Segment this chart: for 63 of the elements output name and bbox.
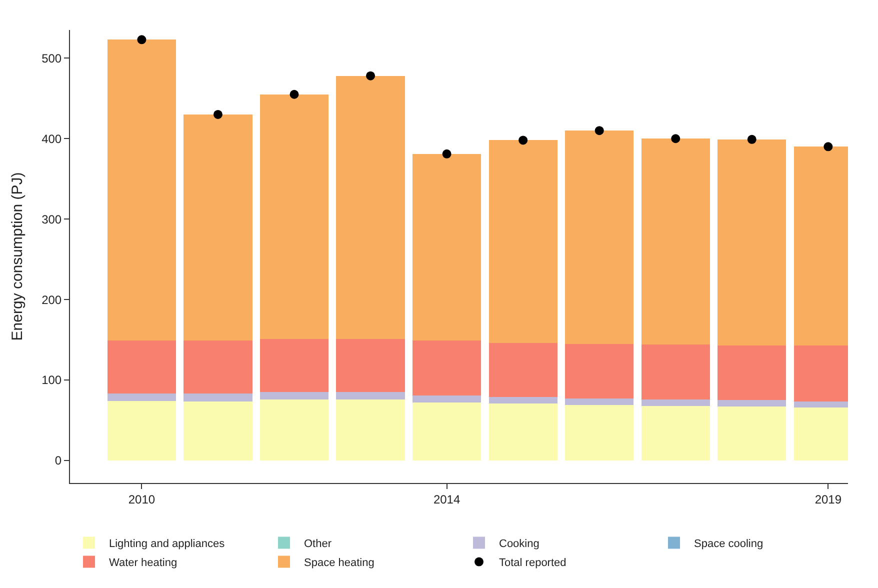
x-tick-label: 2010	[128, 492, 156, 506]
bar	[488, 343, 558, 397]
legend-label: Lighting and appliances	[109, 538, 226, 550]
bar	[412, 395, 482, 403]
bar	[336, 399, 405, 460]
x-tick-label: 2019	[814, 492, 842, 506]
bar	[718, 400, 786, 407]
bar	[184, 340, 252, 394]
legend-label: Water heating	[109, 557, 178, 570]
bar	[488, 140, 558, 343]
y-tick-label: 200	[42, 292, 62, 307]
bar	[336, 338, 405, 392]
point	[366, 71, 376, 80]
bar	[488, 396, 558, 404]
legend-label: Space cooling	[694, 538, 764, 550]
point	[518, 136, 528, 145]
x-tick-label: 2014	[433, 492, 460, 506]
bar	[184, 402, 252, 460]
point	[594, 126, 604, 136]
bar	[718, 406, 786, 460]
bar	[260, 399, 329, 460]
point	[213, 110, 222, 119]
bar	[641, 399, 710, 406]
bar	[260, 94, 329, 339]
y-tick-label: 300	[42, 212, 62, 226]
y-tick-label: 500	[42, 51, 62, 66]
bar	[336, 76, 405, 339]
y-axis-title: Energy consumption (PJ)	[8, 172, 26, 341]
legend-label: Total reported	[499, 557, 566, 570]
bar	[412, 402, 482, 460]
bar	[412, 340, 482, 396]
y-tick-label: 100	[42, 373, 62, 388]
bar	[641, 138, 710, 345]
bar	[184, 394, 252, 402]
bar	[488, 403, 558, 460]
bar	[336, 392, 405, 400]
bar	[412, 154, 482, 341]
bar	[565, 130, 634, 344]
bar	[107, 394, 176, 401]
bar	[718, 139, 786, 346]
bar	[107, 340, 176, 394]
bar	[565, 404, 634, 460]
bar	[260, 392, 329, 400]
bar	[565, 398, 634, 405]
y-tick-label: 0	[54, 454, 62, 468]
point	[747, 134, 756, 144]
point	[137, 35, 146, 44]
bar	[718, 345, 786, 400]
bar	[565, 344, 634, 399]
bar	[184, 114, 252, 341]
point	[671, 134, 680, 144]
point	[290, 90, 299, 99]
legend-label: Other	[304, 538, 332, 550]
bar	[260, 338, 329, 392]
bar	[641, 344, 710, 400]
point	[442, 149, 452, 158]
point	[824, 142, 833, 152]
bar	[107, 40, 176, 341]
y-tick-label: 400	[42, 132, 62, 146]
bar	[641, 406, 710, 460]
legend-label: Cooking	[499, 538, 540, 550]
legend-label: Space heating	[304, 557, 374, 570]
bar	[107, 400, 176, 460]
